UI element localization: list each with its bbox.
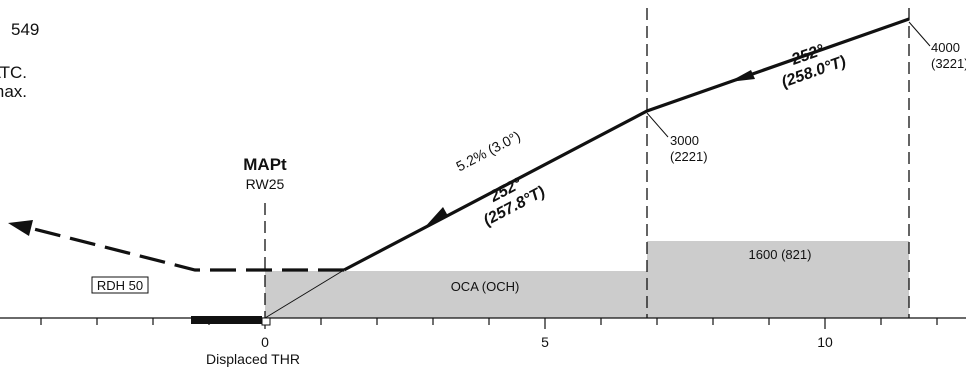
intermediate-oca-area [647,241,909,318]
fix-4000-height: (3221) [931,56,966,71]
distance-label-5: 5 [541,334,549,350]
oca-label: OCA (OCH) [451,279,520,294]
mapt-title: MAPt [243,155,287,174]
note-line-1: 549 [11,20,39,39]
rdh-label: RDH 50 [97,278,143,293]
displaced-threshold-label: Displaced THR [206,351,300,367]
displaced-threshold-marker [261,317,271,326]
fix-3000-altitude: 3000 [670,133,699,148]
glidepath-extension [264,269,345,319]
reference-lines [264,8,910,318]
approach-arrow-final [424,207,448,228]
distance-label-10: 10 [817,334,833,350]
fix-4000-altitude: 4000 [931,40,960,55]
final-gradient: 5.2% (3.0°) [453,128,523,175]
missed-approach-arrow [8,220,33,236]
note-line-2: ATC. [0,63,27,82]
missed-approach-path [29,226,344,272]
fix-3000-height: (2221) [670,149,708,164]
rdh-box [91,276,149,294]
note-line-3: max. [0,82,27,101]
mapt-runway: RW25 [246,176,285,192]
runway-bar [191,316,262,324]
fix-leader-4000 [908,21,931,47]
fix-leader-3000 [646,112,669,138]
approach-arrow-upper [729,70,755,82]
intermediate-oca-label: 1600 (821) [749,247,812,262]
distance-label-0: 0 [261,334,269,350]
distance-ticks [40,318,938,329]
